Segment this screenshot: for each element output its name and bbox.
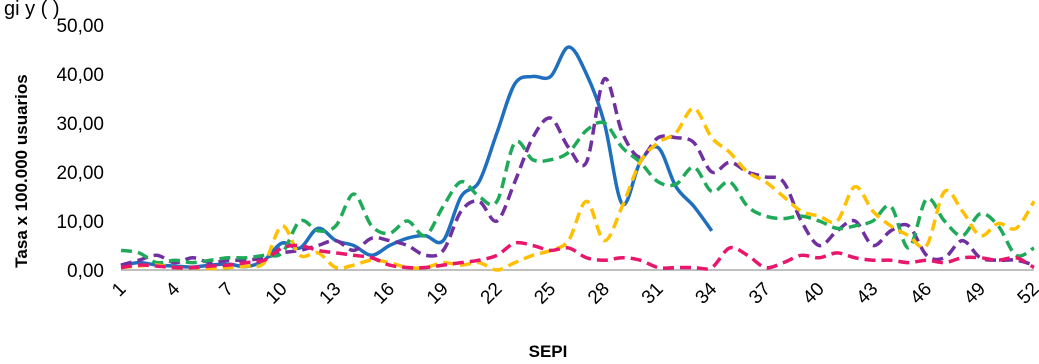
series-line-2 (120, 77, 1035, 267)
x-tick-label: 31 (638, 279, 668, 309)
x-tick-label: 16 (369, 279, 399, 309)
series-line-5 (120, 240, 1035, 271)
y-tick-label: 10,00 (56, 212, 104, 233)
series-line-3 (120, 120, 1035, 265)
y-tick-label: 40,00 (56, 65, 104, 86)
x-tick-label: 37 (745, 279, 775, 309)
x-tick-label: 46 (906, 279, 936, 309)
x-tick-label: 28 (584, 279, 614, 309)
x-tick-label: 22 (477, 279, 507, 309)
x-tick-label: 10 (262, 279, 292, 309)
x-tick-label: 40 (799, 279, 829, 309)
x-tick-label: 13 (316, 279, 346, 309)
y-axis-title: Tasa x 100.000 usuarios (12, 74, 31, 267)
x-tick-label: 52 (1014, 279, 1039, 309)
y-tick-label: 0,00 (67, 261, 104, 282)
x-tick-label: 1 (108, 279, 130, 301)
x-tick-label: 19 (423, 279, 453, 309)
y-tick-labels: 0,00 10,00 20,00 30,00 40,00 50,00 (56, 16, 104, 282)
x-tick-label: 7 (216, 279, 238, 301)
series-line-4 (120, 106, 1036, 272)
y-tick-label: 20,00 (56, 163, 104, 184)
x-tick-label: 34 (692, 278, 722, 308)
series-layer (120, 45, 1036, 272)
x-tick-label: 43 (853, 279, 883, 309)
y-tick-label: 30,00 (56, 114, 104, 135)
x-axis-title: SEPI (529, 342, 568, 361)
top-partial-text: gi y ( ) (4, 0, 60, 20)
x-tick-labels: 1 4 7 10 13 16 19 22 25 28 31 34 37 40 43 46 49 52 (108, 278, 1039, 308)
x-tick-label: 25 (530, 279, 560, 309)
x-tick-label: 49 (960, 279, 990, 309)
y-tick-label: 50,00 (56, 16, 104, 37)
series-line-1 (120, 45, 714, 269)
x-tick-label: 4 (162, 278, 185, 301)
